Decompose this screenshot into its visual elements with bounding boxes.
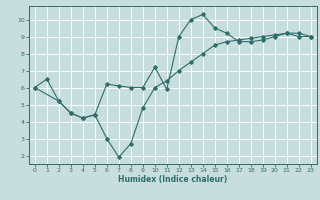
X-axis label: Humidex (Indice chaleur): Humidex (Indice chaleur) xyxy=(118,175,228,184)
